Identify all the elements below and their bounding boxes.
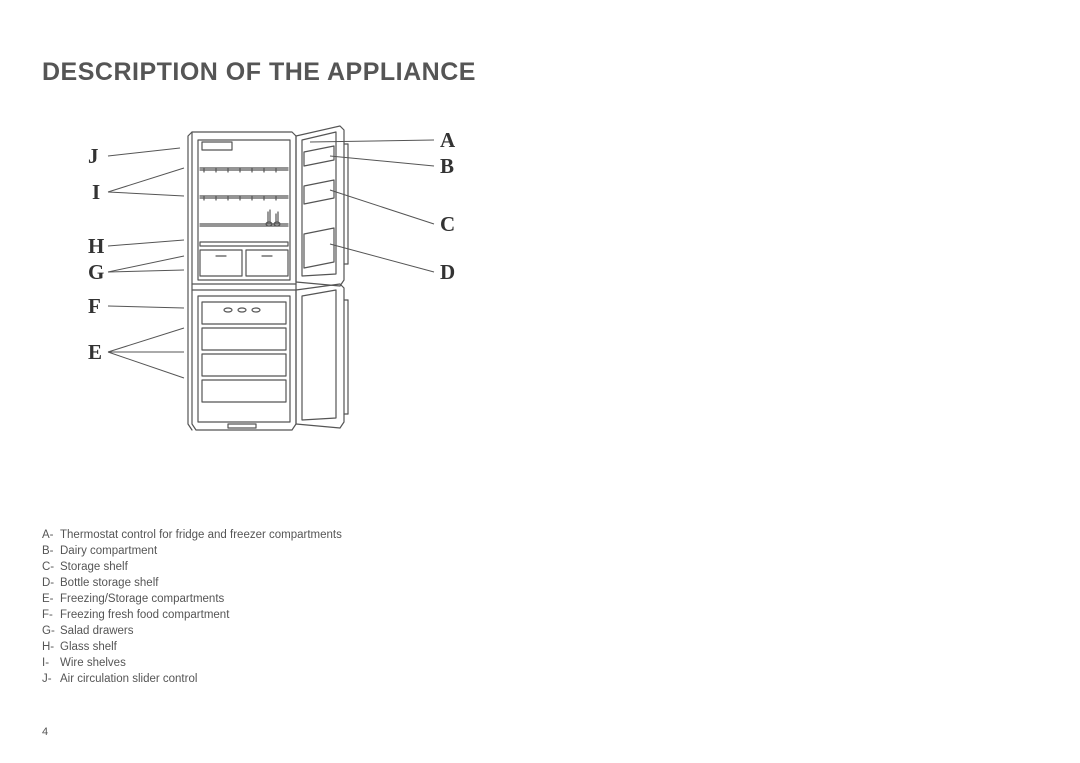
legend-row: A-Thermostat control for fridge and free… — [42, 530, 342, 542]
label-J: J — [88, 144, 99, 169]
legend-text: Freezing fresh food compartment — [60, 610, 229, 622]
legend-text: Dairy compartment — [60, 546, 157, 558]
page-number: 4 — [42, 726, 48, 738]
label-C: C — [440, 212, 455, 237]
legend-text: Salad drawers — [60, 626, 134, 638]
label-F: F — [88, 294, 101, 319]
legend-text: Storage shelf — [60, 562, 128, 574]
label-D: D — [440, 260, 455, 285]
legend-row: C-Storage shelf — [42, 562, 342, 574]
legend-key: F- — [42, 610, 60, 622]
page-title: DESCRIPTION OF THE APPLIANCE — [42, 58, 476, 87]
legend-row: H-Glass shelf — [42, 642, 342, 654]
legend-key: C- — [42, 562, 60, 574]
legend-text: Bottle storage shelf — [60, 578, 158, 590]
legend-text: Air circulation slider control — [60, 674, 197, 686]
legend-key: I- — [42, 658, 60, 670]
legend-text: Wire shelves — [60, 658, 126, 670]
legend-key: E- — [42, 594, 60, 606]
label-B: B — [440, 154, 454, 179]
legend-text: Freezing/Storage compartments — [60, 594, 224, 606]
legend-key: G- — [42, 626, 60, 638]
legend-row: F-Freezing fresh food compartment — [42, 610, 342, 622]
label-A: A — [440, 128, 455, 153]
label-I: I — [92, 180, 100, 205]
legend-key: A- — [42, 530, 60, 542]
legend-key: B- — [42, 546, 60, 558]
legend-row: E-Freezing/Storage compartments — [42, 594, 342, 606]
appliance-diagram: J I H G F E A B C D — [42, 118, 472, 458]
legend-row: I-Wire shelves — [42, 658, 342, 670]
legend-key: H- — [42, 642, 60, 654]
legend-row: G-Salad drawers — [42, 626, 342, 638]
legend-key: D- — [42, 578, 60, 590]
legend: A-Thermostat control for fridge and free… — [42, 530, 342, 690]
legend-text: Glass shelf — [60, 642, 117, 654]
legend-row: B-Dairy compartment — [42, 546, 342, 558]
label-E: E — [88, 340, 102, 365]
legend-row: D-Bottle storage shelf — [42, 578, 342, 590]
fridge-illustration — [172, 124, 392, 444]
legend-key: J- — [42, 674, 60, 686]
legend-text: Thermostat control for fridge and freeze… — [60, 530, 342, 542]
legend-row: J-Air circulation slider control — [42, 674, 342, 686]
